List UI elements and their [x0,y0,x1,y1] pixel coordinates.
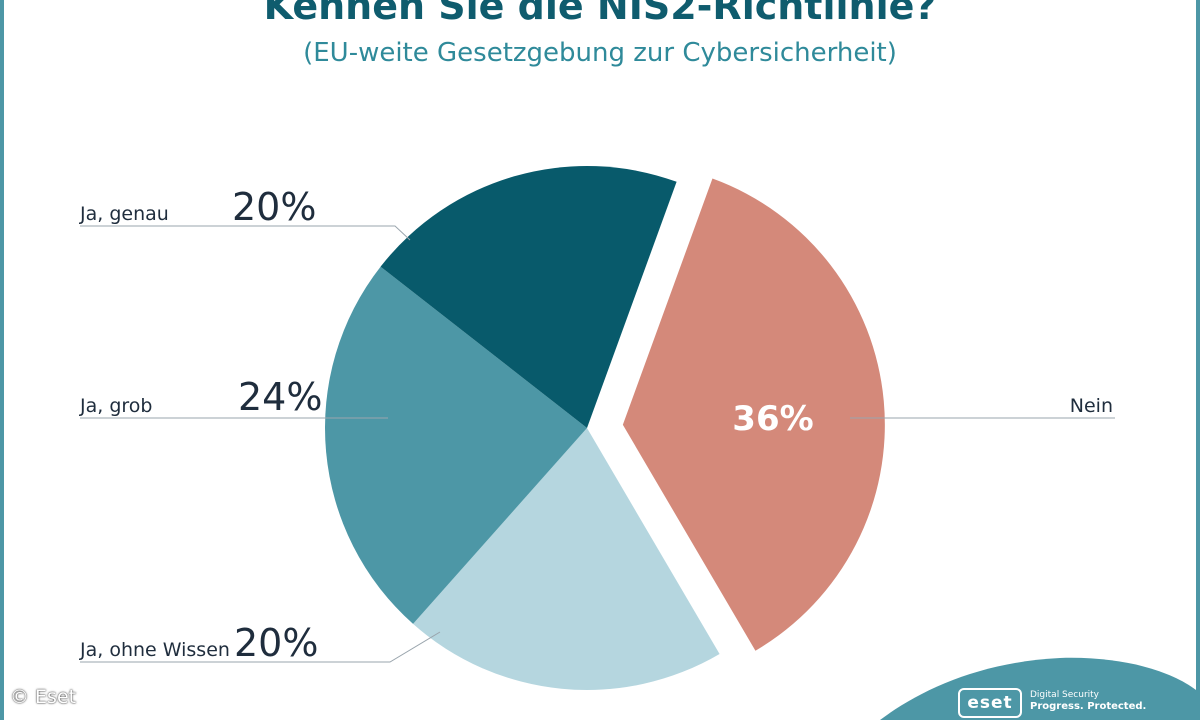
legend-label-ja-ohne-wissen: Ja, ohne Wissen [79,639,230,661]
chart-subtitle: (EU-weite Gesetzgebung zur Cybersicherhe… [303,38,897,68]
pie-slice-ja-ohne-wissen [413,428,720,691]
copyright-text: © Eset [10,686,77,708]
pie-slice-ja-genau [380,166,677,428]
chart-title: Kennen Sie die NIS2-Richtlinie? [263,0,937,28]
leader-line-ja-genau [80,225,411,241]
frame-border-right [1196,0,1200,720]
legend-label-ja-genau: Ja, genau [79,203,169,225]
legend-label-ja-grob: Ja, grob [79,395,152,417]
pie-slice-ja-grob [325,266,587,624]
eset-logo: eset Digital Security Progress. Protecte… [958,686,1158,718]
leader-line-ja-ohne-wissen [80,631,441,663]
brand-tagline-1: Digital Security [1030,690,1100,700]
brand-tagline-2: Progress. Protected. [1030,701,1147,712]
pie-slice-nein [622,178,885,651]
frame-border-left [0,0,4,720]
legend-label-nein: Nein [1070,395,1113,417]
eset-logo-mark: eset [958,688,1022,718]
data-label-ja-genau: 20% [232,185,316,229]
data-label-ja-grob: 24% [238,375,322,419]
data-label-nein: 36% [732,399,813,439]
data-label-ja-ohne-wissen: 20% [234,621,318,665]
